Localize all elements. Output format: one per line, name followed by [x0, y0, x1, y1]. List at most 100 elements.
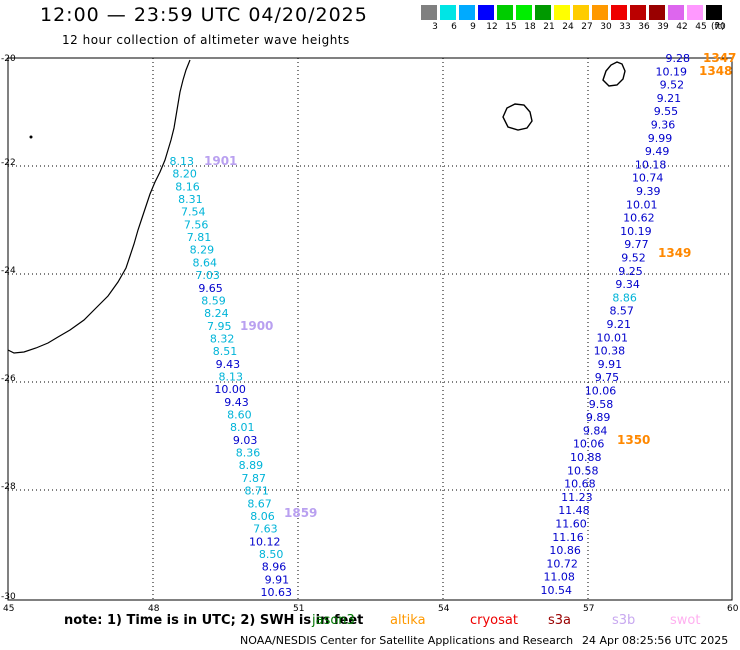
wave-height-label: 8.20: [172, 168, 197, 181]
footer-timestamp: 24 Apr 08:25:56 UTC 2025: [582, 634, 729, 647]
wave-height-label: 7.95: [207, 320, 232, 333]
wave-height-label: 9.89: [586, 411, 611, 424]
longitude-tick-label: 54: [438, 604, 450, 614]
note-text: note: 1) Time is in UTC; 2) SWH is in fe…: [64, 613, 364, 628]
wave-height-label: 8.96: [262, 561, 287, 574]
wave-height-label: 9.91: [265, 573, 290, 586]
legend-unit: (ft): [711, 22, 725, 32]
wave-height-label: 9.25: [618, 265, 643, 278]
wave-height-label: 10.74: [632, 172, 664, 185]
satellite-name: altika: [390, 613, 426, 628]
wave-height-label: 8.29: [190, 244, 215, 257]
wave-height-label: 10.86: [549, 544, 581, 557]
wave-height-label: 8.16: [175, 180, 200, 193]
satellite-name: s3a: [548, 613, 572, 628]
latitude-tick-label: -22: [1, 158, 16, 168]
pass-time-label: 1901: [204, 154, 237, 168]
wave-height-label: 9.21: [657, 92, 682, 105]
legend-label: 45: [695, 22, 707, 32]
legend-swatch: [421, 5, 437, 20]
wave-height-label: 9.65: [198, 282, 223, 295]
reunion-island: [502, 103, 533, 131]
wave-height-label: 8.01: [230, 421, 255, 434]
wave-height-label: 7.81: [187, 231, 212, 244]
wave-height-label: 10.58: [567, 464, 599, 477]
legend-swatch: [687, 5, 703, 20]
wave-height-label: 8.89: [239, 459, 264, 472]
mauritius-island: [602, 61, 626, 87]
longitude-tick-label: 51: [293, 604, 304, 614]
legend-swatch: [573, 5, 589, 20]
east-altimeter-track: 9.2810.199.529.219.559.369.999.4910.1810…: [541, 51, 737, 597]
wave-height-label: 8.57: [609, 305, 634, 318]
satellite-name: swot: [670, 613, 701, 628]
wave-height-label: 9.91: [598, 358, 623, 371]
wave-height-label: 8.71: [244, 485, 269, 498]
wave-height-label: 8.06: [250, 510, 275, 523]
wave-height-label: 10.63: [261, 586, 293, 599]
longitude-tick-label: 57: [583, 604, 594, 614]
legend-label: 3: [432, 22, 438, 32]
wave-height-label: 10.01: [626, 198, 658, 211]
latitude-tick-label: -26: [1, 374, 16, 384]
wave-height-label: 10.68: [564, 478, 596, 491]
wave-height-label: 8.13: [219, 371, 244, 384]
satellite-name: s3b: [612, 613, 636, 628]
wave-height-label: 11.16: [552, 531, 584, 544]
wave-height-label: 8.24: [204, 307, 229, 320]
wave-height-label: 8.13: [170, 155, 195, 168]
wave-height-label: 7.63: [253, 523, 278, 536]
wave-height-label: 9.43: [224, 396, 249, 409]
west-altimeter-track: 8.138.208.168.317.547.567.818.298.647.03…: [170, 154, 318, 599]
legend-swatch: [440, 5, 456, 20]
legend-swatch: [706, 5, 722, 20]
longitude-tick-label: 60: [727, 604, 739, 614]
legend-swatch: [554, 5, 570, 20]
legend-label: 30: [600, 22, 612, 32]
wave-height-label: 10.62: [623, 212, 655, 225]
legend-swatch: [516, 5, 532, 20]
wave-height-label: 7.87: [242, 472, 267, 485]
wave-height-label: 10.01: [597, 331, 629, 344]
pass-time-label: 1349: [658, 246, 691, 260]
legend-label: 70: [714, 22, 726, 32]
wave-height-label: 8.36: [236, 447, 261, 460]
satellite-name: jason3: [312, 613, 355, 628]
small-island: [29, 135, 33, 139]
latitude-tick-label: -20: [1, 54, 16, 64]
wave-height-label: 11.60: [555, 518, 587, 531]
legend-label: 6: [451, 22, 457, 32]
wave-height-label: 10.54: [541, 584, 573, 597]
wave-height-label: 10.12: [249, 535, 281, 548]
wave-height-label: 10.38: [594, 345, 626, 358]
tick-labels: 45 48 51 54 57 60 -20 -22 -24 -26 -28 -30: [1, 54, 739, 614]
legend-label: 42: [676, 22, 688, 32]
wave-height-label: 8.67: [247, 497, 272, 510]
wave-height-label: 8.50: [259, 548, 284, 561]
wave-height-label: 9.99: [648, 132, 673, 145]
lat-lon-grid: [8, 58, 732, 600]
longitude-tick-label: 45: [3, 604, 14, 614]
wave-height-label: 9.21: [607, 318, 632, 331]
wave-height-label: 9.36: [651, 119, 676, 132]
wave-height-label: 10.06: [573, 438, 605, 451]
wave-height-label: 10.72: [546, 557, 578, 570]
legend-label: 21: [543, 22, 555, 32]
pass-time-label: 1347: [703, 51, 736, 65]
wave-height-label: 8.32: [210, 332, 235, 345]
legend-swatch: [535, 5, 551, 20]
wave-height-label: 9.39: [636, 185, 661, 198]
wave-height-label: 7.56: [184, 218, 209, 231]
wave-height-label: 8.51: [213, 345, 238, 358]
wave-height-label: 9.03: [233, 434, 258, 447]
wave-height-label: 10.88: [570, 451, 602, 464]
longitude-tick-label: 48: [148, 604, 160, 614]
wave-height-label: 9.49: [645, 145, 670, 158]
map-title: 12:00 — 23:59 UTC 04/20/2025: [40, 4, 368, 26]
legend-swatch: [459, 5, 475, 20]
legend-label: 9: [470, 22, 476, 32]
pass-time-label: 1859: [284, 506, 317, 520]
legend-swatch: [592, 5, 608, 20]
legend-label: 12: [486, 22, 498, 32]
